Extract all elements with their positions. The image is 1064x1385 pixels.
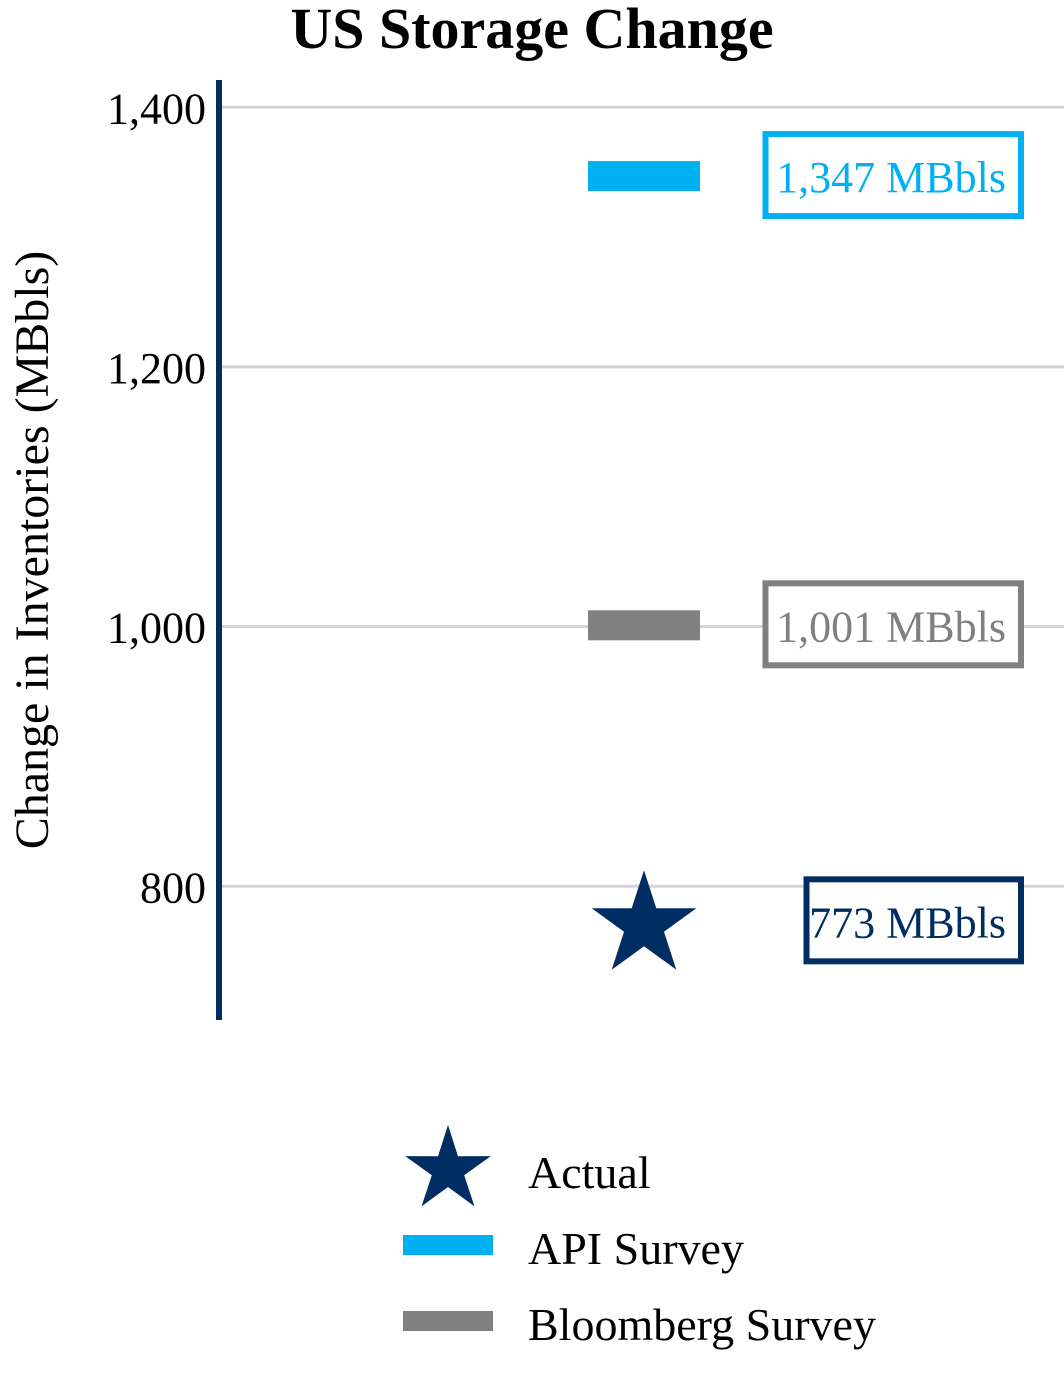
legend-bar-icon [403, 1311, 493, 1331]
legend-label: Bloomberg Survey [528, 1299, 876, 1350]
legend-label: API Survey [528, 1223, 744, 1274]
chart-title: US Storage Change [290, 0, 773, 61]
bloomberg-survey-bar-marker [588, 610, 700, 641]
legend-bar-icon [403, 1235, 493, 1255]
actual-star-marker [591, 870, 697, 970]
data-label: 1,001 MBbls [776, 602, 1006, 651]
y-tick-label: 1,200 [107, 344, 206, 393]
data-label-box [762, 580, 1024, 669]
y-tick-label: 1,400 [107, 84, 206, 133]
y-tick-label: 800 [140, 863, 206, 912]
legend-label: Actual [528, 1147, 651, 1198]
legend-star-icon [405, 1125, 491, 1207]
data-label-box [762, 131, 1024, 220]
y-tick-label: 1,000 [107, 604, 206, 653]
data-label-box [803, 876, 1024, 965]
data-label: 773 MBbls [809, 898, 1006, 947]
api-survey-bar-marker [588, 161, 700, 192]
y-axis-label: Change in Inventories (MBbls) [6, 251, 59, 850]
data-label: 1,347 MBbls [776, 153, 1006, 202]
